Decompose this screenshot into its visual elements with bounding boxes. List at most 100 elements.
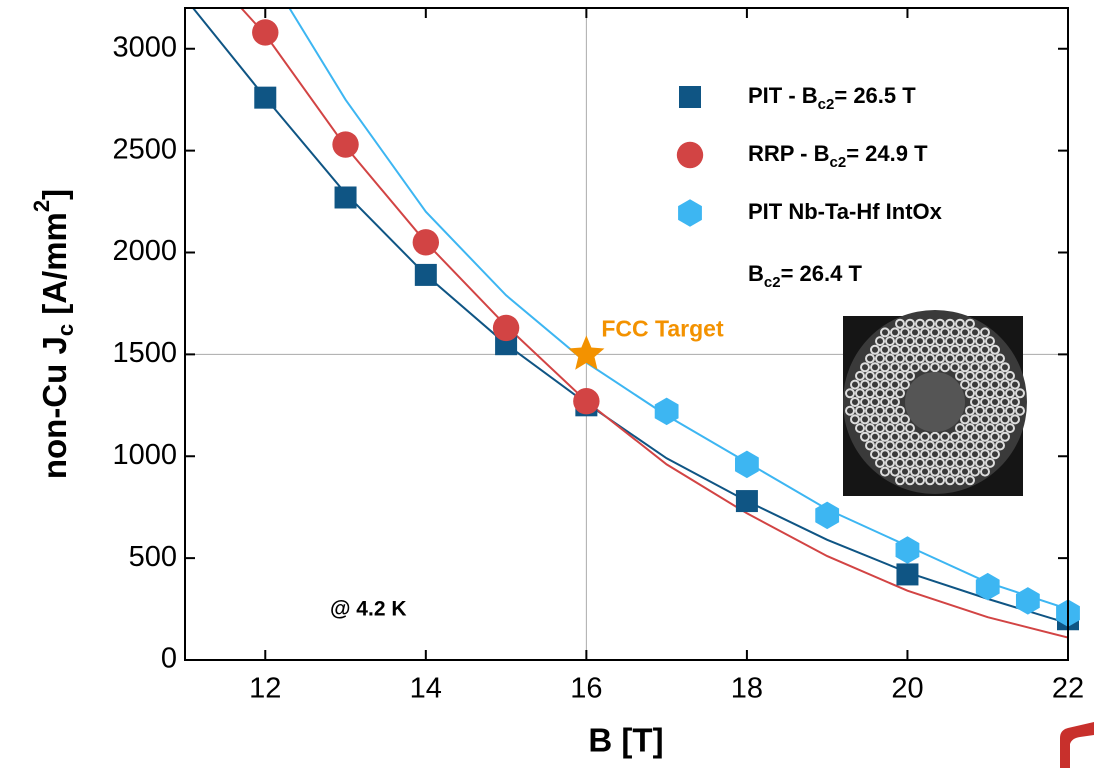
y-tick-label: 3000 [112,31,177,63]
inset-filament [995,440,1005,451]
inset-filament [970,379,980,390]
inset-filament [1015,405,1025,416]
inset-filament [900,327,910,338]
inset-filament [890,431,900,442]
inset-filament [995,370,1005,381]
inset-filament [955,475,965,486]
inset-filament [925,353,935,364]
inset-filament [890,362,900,373]
inset-filament [865,423,875,434]
inset-filament [905,353,915,364]
inset-filament [935,475,945,486]
inset-filament [870,362,880,373]
inset-filament [1005,370,1015,381]
inset-filament [930,431,940,442]
inset-filament [860,397,870,407]
inset-filament [1005,388,1015,399]
inset-filament [925,336,935,347]
marker [654,397,679,426]
marker [735,490,758,513]
x-tick-label: 12 [249,673,281,705]
inset-filament [890,344,900,355]
marker [815,501,840,530]
inset-filament [890,379,900,390]
inset-filament [850,379,860,390]
inset-filament [960,449,970,460]
inset-filament [990,431,1000,442]
inset-filament [885,353,895,364]
legend-label-part: RRP - B [748,141,830,166]
inset-filament [1010,379,1020,390]
legend-label-part: PIT Nb-Ta-Hf IntOx [748,199,943,224]
inset-filament [940,431,950,442]
inset-filament [970,362,980,373]
inset-filament [940,344,950,355]
inset-filament [925,318,935,329]
inset-filament [980,414,990,425]
inset-filament [930,449,940,460]
inset-filament [945,475,955,486]
inset-filament [910,327,920,338]
inset-filament [895,388,905,399]
inset-filament [855,388,865,399]
inset-filament [915,475,925,486]
inset-filament [995,353,1005,364]
inset-filament [965,405,975,416]
inset-filament [945,457,955,468]
inset-filament [945,318,955,329]
marker [334,186,357,209]
marker [975,572,1000,601]
inset-filament [910,362,920,373]
annotation: @ 4.2 K [330,598,407,621]
target-label: FCC Target [601,315,724,341]
legend-label-part: = 26.4 T [781,261,863,286]
marker [492,314,520,342]
inset-filament [1000,397,1010,407]
inset-filament [905,457,915,468]
x-axis-label: B [T] [588,722,663,759]
inset-filament [985,405,995,416]
legend-marker [676,141,704,169]
inset-filament [925,475,935,486]
inset-filament [980,344,990,355]
inset-filament [865,405,875,416]
inset-filament [960,431,970,442]
inset-filament [865,370,875,381]
inset-filament [875,353,885,364]
inset-filament [875,423,885,434]
inset-filament [985,423,995,434]
inset-filament [960,379,970,390]
inset-filament [975,423,985,434]
inset-filament [970,449,980,460]
inset-filament [950,344,960,355]
inset-filament [985,353,995,364]
inset-filament [930,327,940,338]
inset-filament [880,327,890,338]
inset-filament [990,344,1000,355]
inset-filament [895,475,905,486]
inset-filament [965,370,975,381]
y-tick-label: 2000 [112,235,177,267]
inset-filament [980,466,990,477]
inset-filament [935,318,945,329]
inset-filament [965,440,975,451]
inset-filament [905,336,915,347]
marker [414,263,437,286]
inset-filament [920,362,930,373]
inset-filament [975,457,985,468]
inset-filament [900,449,910,460]
logo-inner [1070,735,1094,768]
inset-filament [970,431,980,442]
inset-filament [875,405,885,416]
inset-filament [875,440,885,451]
legend-label: RRP - Bc2= 24.9 T [748,141,928,171]
inset-filament [920,327,930,338]
inset-filament [965,336,975,347]
inset-filament [915,318,925,329]
y-tick-label: 0 [161,643,177,675]
inset-filament [935,336,945,347]
inset-filament [900,414,910,425]
inset-filament [885,440,895,451]
legend-marker [679,86,701,108]
